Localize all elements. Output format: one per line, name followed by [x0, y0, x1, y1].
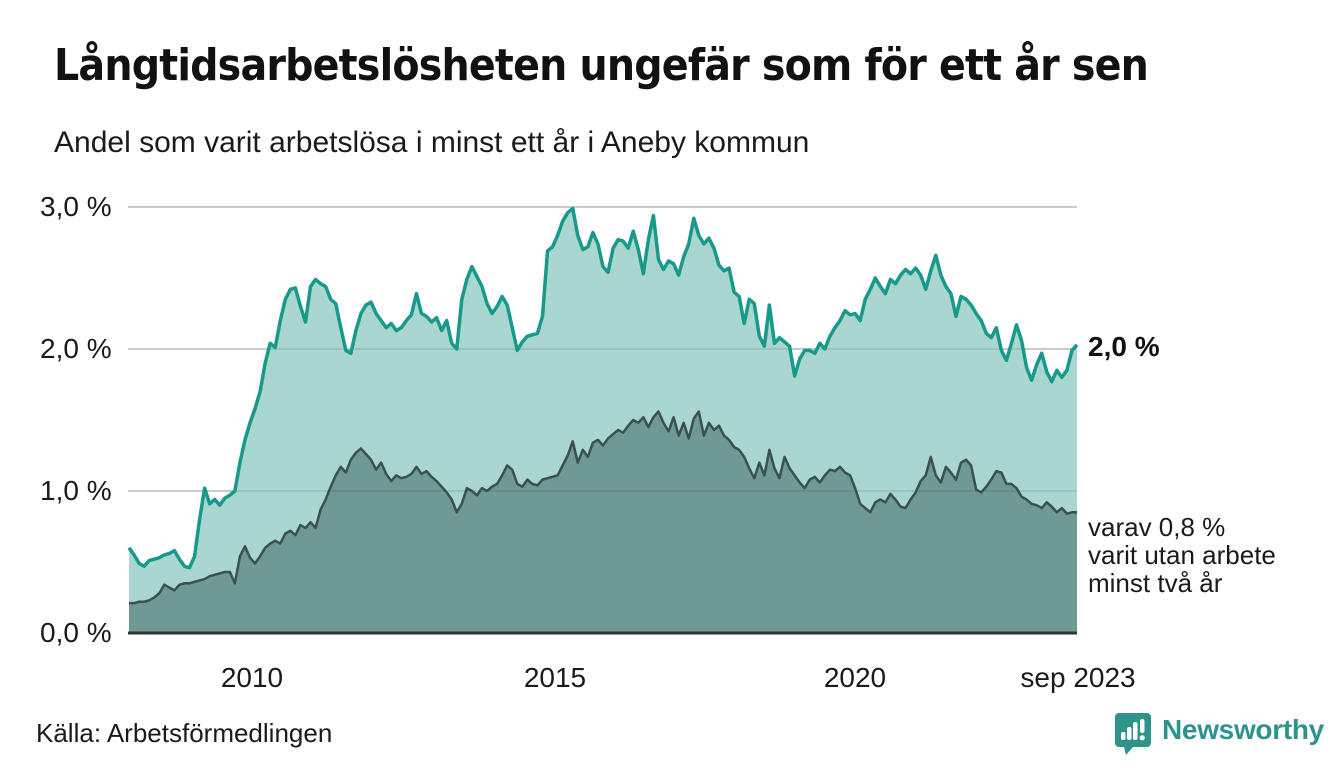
newsworthy-branding: Newsworthy: [1113, 711, 1324, 759]
y-tick-1: 1,0 %: [40, 475, 112, 506]
sub-series-annotation-line3: minst två år: [1088, 568, 1223, 598]
x-tick-2020: 2020: [823, 662, 887, 693]
x-tick-sep-2023: sep 2023: [1020, 662, 1136, 693]
line-unemployed-1yr: [127, 206, 1079, 570]
y-tick-3: 3,0 %: [40, 191, 112, 222]
speech-bubble-bar-chart-icon: [1115, 713, 1151, 755]
source-credit: Källa: Arbetsförmedlingen: [36, 718, 333, 748]
y-tick-2: 2,0 %: [40, 333, 112, 364]
page-subtitle: Andel som varit arbetslösa i minst ett å…: [54, 126, 810, 159]
brand-name: Newsworthy: [1162, 714, 1324, 745]
page-title: Långtidsarbetslösheten ungefär som för e…: [54, 40, 1149, 91]
sub-series-annotation-line1: varav 0,8 %: [1088, 512, 1226, 542]
sub-series-annotation: varav 0,8 % varit utan arbete minst två …: [1088, 513, 1276, 597]
x-tick-2010: 2010: [220, 662, 284, 693]
line-unemployed-2yr: [129, 410, 1077, 605]
y-tick-0: 0,0 %: [40, 617, 112, 648]
sub-series-annotation-line2: varit utan arbete: [1088, 540, 1276, 570]
x-tick-2015: 2015: [523, 662, 587, 693]
series-end-value-label: 2,0 %: [1088, 331, 1160, 362]
